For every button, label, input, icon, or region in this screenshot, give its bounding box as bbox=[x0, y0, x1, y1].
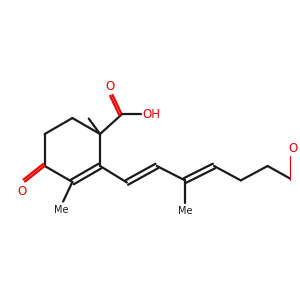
Text: OH: OH bbox=[143, 108, 161, 121]
Text: O: O bbox=[106, 80, 115, 93]
Text: Me: Me bbox=[178, 206, 193, 216]
Text: Me: Me bbox=[54, 205, 69, 214]
Text: O: O bbox=[288, 142, 298, 154]
Text: O: O bbox=[17, 185, 27, 198]
